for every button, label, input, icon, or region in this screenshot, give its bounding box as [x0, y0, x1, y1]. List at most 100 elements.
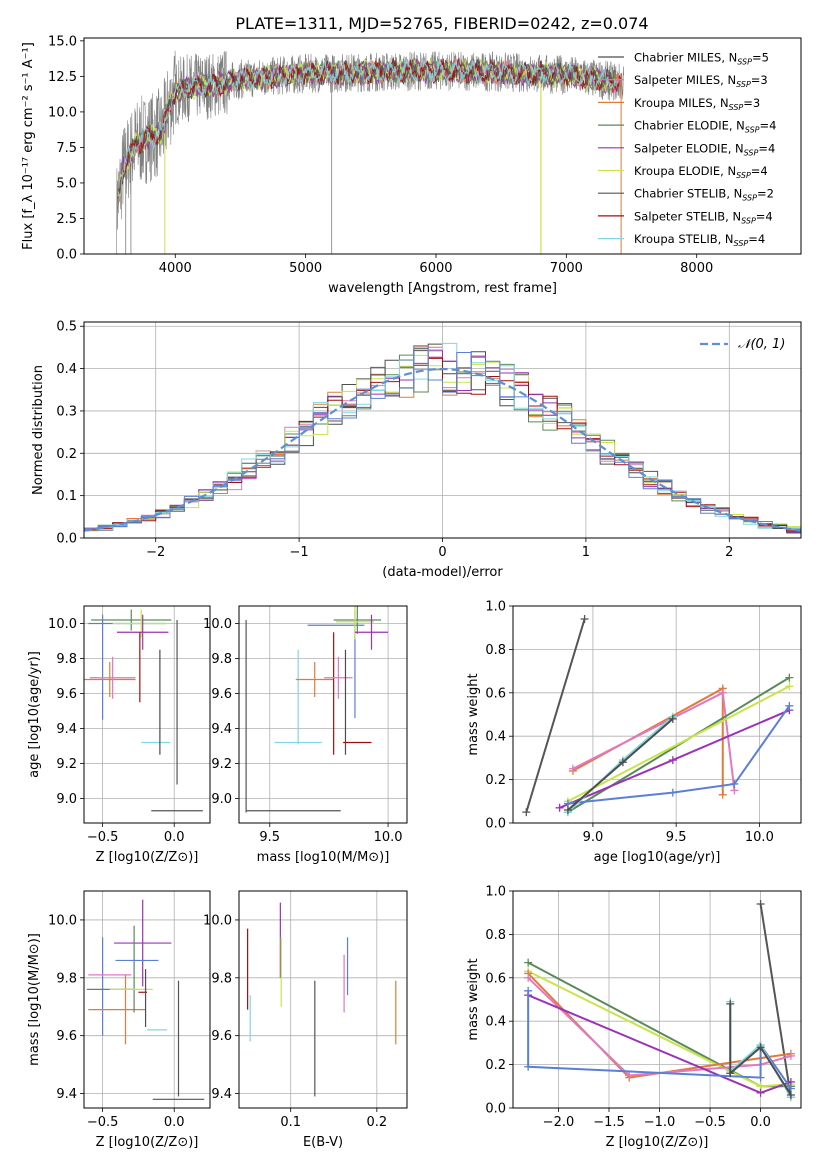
y-tick-label: 1.0 — [485, 885, 506, 900]
y-tick-label: 5.0 — [56, 176, 77, 191]
series-line — [525, 618, 586, 813]
axes-frame — [83, 321, 802, 539]
legend-eq: =3 — [743, 96, 760, 110]
legend-sub: SSP — [734, 239, 749, 248]
y-tick-label: 15.0 — [48, 34, 77, 49]
x-tick-label: −1.0 — [644, 1115, 676, 1130]
y-tick-label: 0.2 — [485, 1058, 506, 1073]
legend-sub: SSP — [741, 216, 756, 225]
y-axis-label: Normed distribution — [31, 365, 46, 495]
y-tick-label: 9.8 — [56, 971, 77, 986]
data-point — [756, 900, 765, 909]
legend-eq: =3 — [751, 73, 768, 87]
chart-spectrum: 4000 5000 6000 7000 8000 0.0 2.5 5.0 7.5 10.0 12.5… — [21, 34, 802, 296]
chart-massweight_vs_Z: −2.0 −1.5 −1.0 −0.5 0.0 0.0 0.2 0.4 0.6 0.8 1.0 Z [… — [466, 885, 802, 1150]
legend-eq: =4 — [756, 209, 773, 223]
plot-area — [86, 899, 205, 1100]
y-tick-label: 10.0 — [48, 913, 77, 928]
legend-label: Kroupa ELODIE, N — [634, 164, 736, 178]
data-point — [726, 1069, 735, 1078]
figure-title: PLATE=1311, MJD=52765, FIBERID=0242, z=0… — [235, 14, 648, 33]
x-tick-label: −0.5 — [87, 1115, 119, 1130]
legend-sub: SSP — [744, 148, 759, 157]
chart-age_vs_mass: 9.5 10.0 9.0 9.2 9.4 9.6 9.8 10.0 mass [log10(M/… — [203, 605, 408, 865]
y-tick-label: 0.4 — [485, 1015, 506, 1030]
series-line — [572, 691, 736, 791]
axes-frame — [238, 605, 408, 824]
chart-mass_vs_Z: −0.5 0.0 9.4 9.6 9.8 10.0 Z [log10(Z/Z⊙)] mass … — [27, 890, 211, 1150]
x-axis-label: Z [log10(Z/Z⊙)] — [96, 850, 199, 865]
y-tick-label: 9.6 — [211, 687, 232, 702]
legend-label: Salpeter ELODIE, N — [634, 141, 744, 155]
legend-entry: Chabrier ELODIE, NSSP=4 — [634, 119, 776, 135]
y-tick-label: 0.8 — [485, 643, 506, 658]
y-tick-label: 0.4 — [56, 362, 77, 377]
legend-label: Salpeter MILES, N — [634, 73, 736, 87]
axes-frame — [83, 37, 802, 255]
chart-massweight_vs_age: 9.0 9.5 10.0 0.0 0.2 0.4 0.6 0.8 1.0 age [log10(a… — [466, 600, 802, 865]
y-tick-label: 0.8 — [485, 928, 506, 943]
data-point — [524, 1062, 533, 1071]
data-point — [618, 758, 627, 767]
x-tick-label: 5000 — [289, 261, 322, 276]
y-axis-label: Flux [f_λ 10⁻¹⁷ erg cm⁻² s⁻¹ A⁻¹] — [21, 42, 36, 250]
legend-eq: =5 — [752, 51, 769, 65]
axes-frame — [512, 605, 802, 824]
legend-label: Kroupa MILES, N — [634, 96, 729, 110]
axes-frame — [83, 605, 211, 824]
plot-area — [522, 615, 794, 817]
y-tick-label: 10.0 — [203, 913, 232, 928]
y-tick-label: 0.0 — [485, 817, 506, 832]
data-point — [563, 805, 572, 814]
series-line — [729, 1003, 792, 1096]
legend-label: Chabrier ELODIE, N — [634, 119, 745, 133]
legend-label: Kroupa STELIB, N — [634, 232, 734, 246]
data-point — [756, 1043, 765, 1052]
x-tick-label: −1.5 — [593, 1115, 625, 1130]
legend-sub: SSP — [742, 194, 757, 203]
y-tick-label: 9.0 — [211, 792, 232, 807]
data-point — [756, 1073, 765, 1082]
chart-mass_vs_EBV: 0.1 0.2 9.4 9.6 9.8 10.0 E(B-V) — [203, 890, 408, 1150]
data-point — [524, 986, 533, 995]
series-line — [759, 903, 792, 1098]
y-tick-label: 0.2 — [485, 773, 506, 788]
y-tick-label: 9.4 — [211, 1087, 232, 1102]
y-tick-label: 7.5 — [56, 141, 77, 156]
x-tick-label: −1 — [290, 545, 309, 560]
data-point — [568, 764, 577, 773]
plot-area — [116, 50, 624, 254]
x-tick-label: 9.5 — [259, 830, 280, 845]
legend-entry: Kroupa STELIB, NSSP=4 — [634, 232, 765, 248]
gaussian-curve — [84, 367, 801, 532]
x-axis-label: wavelength [Angstrom, rest frame] — [328, 281, 557, 296]
data-point — [555, 803, 564, 812]
legend-sub: SSP — [745, 126, 760, 135]
legend-entry: Salpeter MILES, NSSP=3 — [634, 73, 768, 89]
data-point — [786, 1051, 795, 1060]
y-tick-label: 9.6 — [56, 1029, 77, 1044]
y-tick-label: 0.3 — [56, 404, 77, 419]
x-tick-label: 6000 — [419, 261, 452, 276]
y-tick-label: 9.4 — [211, 722, 232, 737]
y-tick-label: 9.6 — [56, 687, 77, 702]
y-tick-label: 9.6 — [211, 1029, 232, 1044]
x-tick-label: −0.5 — [694, 1115, 726, 1130]
y-tick-label: 2.5 — [56, 212, 77, 227]
axes-frame — [83, 890, 211, 1109]
data-point — [668, 788, 677, 797]
x-tick-label: 8000 — [680, 261, 713, 276]
y-tick-label: 0.0 — [56, 248, 77, 263]
x-tick-label: 2 — [725, 545, 733, 560]
x-axis-label: (data-model)/error — [382, 565, 503, 580]
axes-frame — [512, 890, 802, 1109]
y-tick-label: 9.8 — [56, 652, 77, 667]
data-point — [785, 701, 794, 710]
data-point — [726, 999, 735, 1008]
y-axis-label: mass [log10(M/M⊙)] — [27, 933, 42, 1066]
legend-sub: SSP — [736, 80, 751, 89]
legend-eq: =4 — [748, 232, 765, 246]
x-axis-label: age [log10(age/yr)] — [594, 850, 721, 865]
legend-entry: Kroupa MILES, NSSP=3 — [634, 96, 760, 112]
y-tick-label: 12.5 — [48, 70, 77, 85]
